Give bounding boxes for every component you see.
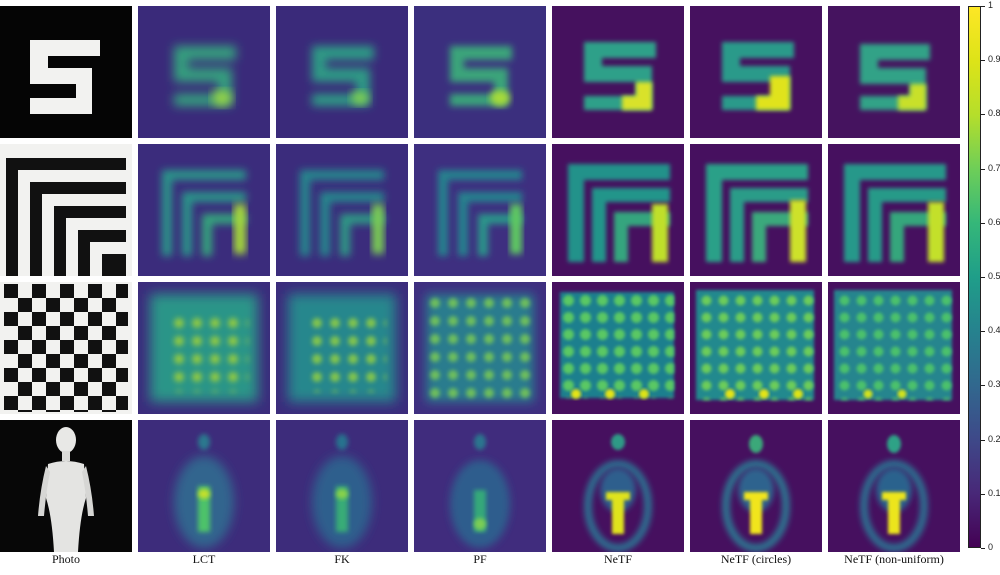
tile-netf-circles-checkerboard bbox=[690, 282, 822, 414]
colorbar-tick-label: 0.9 bbox=[988, 54, 1000, 64]
colorbar-tick-label: 1 bbox=[988, 0, 993, 10]
colorbar-tick-label: 0.3 bbox=[988, 379, 1000, 389]
tile-lct-mannequin bbox=[138, 420, 270, 552]
tile-pf-letter-s bbox=[414, 6, 546, 138]
tile-netf-mannequin bbox=[552, 420, 684, 552]
column-label-netf: NeTF bbox=[552, 552, 684, 567]
tile-netf-circles-stripes bbox=[690, 144, 822, 276]
colorbar-tick-label: 0.8 bbox=[988, 108, 1000, 118]
tile-fk-letter-s bbox=[276, 6, 408, 138]
column-label-netf-circles: NeTF (circles) bbox=[690, 552, 822, 567]
tile-netf-circles-letter-s bbox=[690, 6, 822, 138]
colorbar bbox=[968, 6, 981, 548]
tile-lct-stripes bbox=[138, 144, 270, 276]
column-label-lct: LCT bbox=[138, 552, 270, 567]
tile-photo-mannequin bbox=[0, 420, 132, 552]
column-label-netf-nonuniform: NeTF (non-uniform) bbox=[828, 552, 960, 567]
tile-netf-nonuniform-letter-s bbox=[828, 6, 960, 138]
tile-netf-letter-s bbox=[552, 6, 684, 138]
tile-pf-checkerboard bbox=[414, 282, 546, 414]
tile-netf-stripes bbox=[552, 144, 684, 276]
tile-netf-nonuniform-mannequin bbox=[828, 420, 960, 552]
tile-pf-stripes bbox=[414, 144, 546, 276]
tile-fk-checkerboard bbox=[276, 282, 408, 414]
colorbar-tick-label: 0.1 bbox=[988, 488, 1000, 498]
column-label-fk: FK bbox=[276, 552, 408, 567]
colorbar-tick-label: 0.5 bbox=[988, 271, 1000, 281]
tile-lct-letter-s bbox=[138, 6, 270, 138]
colorbar-tick-label: 0 bbox=[988, 542, 993, 552]
column-label-pf: PF bbox=[414, 552, 546, 567]
column-label-photo: Photo bbox=[0, 552, 132, 567]
tile-netf-nonuniform-checkerboard bbox=[828, 282, 960, 414]
colorbar-tick-label: 0.7 bbox=[988, 163, 1000, 173]
tile-pf-mannequin bbox=[414, 420, 546, 552]
tile-netf-checkerboard bbox=[552, 282, 684, 414]
tile-photo-letter-s bbox=[0, 6, 132, 138]
colorbar-tick-label: 0.6 bbox=[988, 217, 1000, 227]
colorbar-tick-label: 0.4 bbox=[988, 325, 1000, 335]
tile-photo-stripes bbox=[0, 144, 132, 276]
tile-netf-nonuniform-stripes bbox=[828, 144, 960, 276]
tile-fk-stripes bbox=[276, 144, 408, 276]
tile-netf-circles-mannequin bbox=[690, 420, 822, 552]
tile-lct-checkerboard bbox=[138, 282, 270, 414]
tile-fk-mannequin bbox=[276, 420, 408, 552]
tile-photo-checkerboard bbox=[0, 282, 132, 414]
colorbar-tick-label: 0.2 bbox=[988, 434, 1000, 444]
